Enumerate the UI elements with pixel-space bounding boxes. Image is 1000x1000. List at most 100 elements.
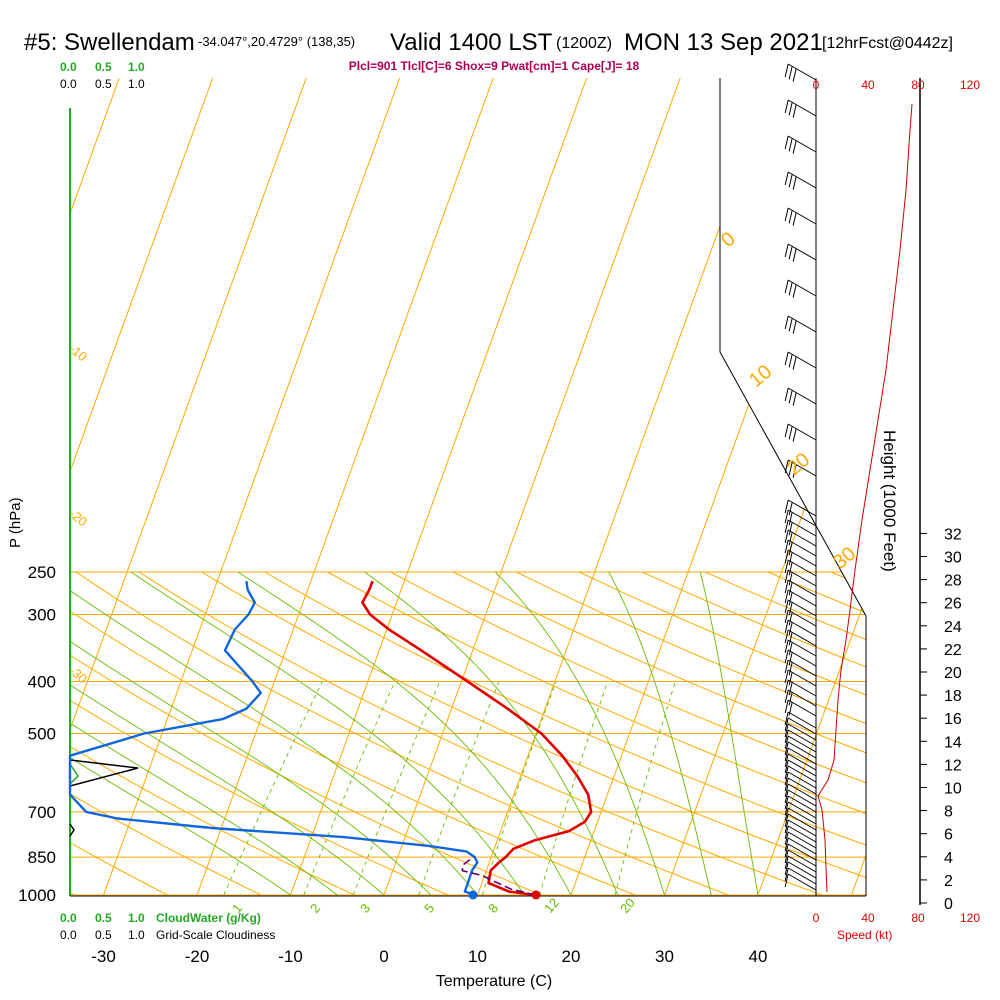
temperature-tick-label: 30 xyxy=(655,947,674,966)
height-tick-label: 20 xyxy=(944,665,962,682)
dry-adiabat-line xyxy=(138,571,823,896)
cloudiness-small-mark xyxy=(69,823,75,837)
wind-barb-feather xyxy=(788,462,793,476)
moist-adiabat-line xyxy=(70,571,478,896)
wind-barb-feather xyxy=(788,572,793,586)
wind-barb-shaft xyxy=(787,723,817,741)
wind-barb-shaft xyxy=(787,509,817,527)
dry-adiabat-line xyxy=(453,571,866,896)
wind-barb-feather xyxy=(784,135,789,150)
wind-barb-shaft xyxy=(787,789,817,807)
wind-barb-feather xyxy=(784,795,789,810)
isotherm-line xyxy=(70,78,214,896)
dry-adiabat-line xyxy=(578,571,866,896)
wind-barb-feather xyxy=(788,102,793,116)
mixing-ratio-line xyxy=(539,681,609,896)
dewpoint-line xyxy=(68,580,479,897)
wind-barb-feather xyxy=(784,819,789,834)
temperature-tick-label: 40 xyxy=(749,947,768,966)
wind-barb-shaft xyxy=(787,753,817,771)
wind-barb-feather xyxy=(784,849,789,864)
pressure-tick-label: 500 xyxy=(28,724,56,743)
wind-barb-feather xyxy=(792,68,797,82)
dry-adiabat-line xyxy=(70,571,542,896)
wind-barb-feather xyxy=(784,861,789,876)
wind-barb-shaft xyxy=(787,659,817,677)
wind-barb-shaft xyxy=(787,819,817,837)
wind-barb-feather xyxy=(788,582,793,596)
pressure-axis: 250 300 400 500 700 850 1000 xyxy=(18,563,56,905)
dry-adiabat-line xyxy=(70,571,168,896)
wind-barb-feather xyxy=(784,649,789,664)
wind-barb-feather xyxy=(784,723,789,738)
wind-barb-feather xyxy=(784,729,789,744)
svg-text:0.5: 0.5 xyxy=(95,928,112,942)
wind-barb-feather xyxy=(788,210,793,224)
wind-barb-feather xyxy=(784,759,789,774)
wind-barb-shaft xyxy=(787,559,817,577)
moist-adiabat-line xyxy=(70,571,291,896)
moist-adiabat-line xyxy=(237,571,572,896)
forecast-info: [12hrFcst@0442z] xyxy=(822,35,953,52)
temperature-tick-label: 0 xyxy=(379,947,388,966)
wind-barb-feather xyxy=(784,459,789,474)
svg-text:0.5: 0.5 xyxy=(95,77,112,91)
svg-text:Grid-Scale Cloudiness: Grid-Scale Cloudiness xyxy=(156,928,275,942)
svg-text:40: 40 xyxy=(861,911,875,925)
cloudwater-shape xyxy=(69,763,79,785)
wind-barb-feather xyxy=(788,522,793,536)
wind-barb-feather xyxy=(784,529,789,544)
wind-barb-shaft xyxy=(787,699,817,717)
wind-barb-feather xyxy=(788,592,793,606)
pressure-tick-label: 1000 xyxy=(18,886,56,905)
parcel-path-line xyxy=(461,856,536,896)
wind-barb-feather xyxy=(784,579,789,594)
surface-temperature-marker xyxy=(531,890,541,900)
wind-barb-feather xyxy=(784,499,789,514)
wind-barb-shaft xyxy=(787,171,817,189)
wind-barb-feather xyxy=(792,356,797,370)
grid-layer xyxy=(0,78,1000,896)
mixing-ratio-line xyxy=(481,681,557,896)
wind-barb-feather xyxy=(792,212,797,226)
wind-barb-shaft xyxy=(787,747,817,765)
coords-label: -34.047°,20.4729° (138,35) xyxy=(198,34,355,49)
dry-adiabat-line xyxy=(75,571,729,896)
moist-adiabat-line xyxy=(70,571,385,896)
height-tick-label: 18 xyxy=(944,688,962,705)
wind-barb-shaft xyxy=(787,831,817,849)
wind-barb-shaft xyxy=(787,717,817,735)
wind-barb-feather xyxy=(784,669,789,684)
temperature-tick-label: -20 xyxy=(185,947,210,966)
wind-barb-feather xyxy=(784,387,789,402)
wind-barb-feather xyxy=(788,390,793,404)
height-tick-label: 22 xyxy=(944,642,962,659)
utc-time: (1200Z) xyxy=(556,35,612,52)
wind-barb-feather xyxy=(784,777,789,792)
wind-barb-shaft xyxy=(787,735,817,753)
wind-barb-feather xyxy=(788,632,793,646)
height-tick-label: 32 xyxy=(944,526,962,543)
wind-barb-feather xyxy=(784,699,789,714)
cloudiness-scale-bottom: 0.0 0.5 1.0 Grid-Scale Cloudiness xyxy=(60,928,275,942)
wind-barb-shaft xyxy=(787,849,817,867)
isotherm-line xyxy=(0,78,26,895)
svg-text:120: 120 xyxy=(960,911,980,925)
wind-barb-feather xyxy=(784,753,789,768)
dry-adiabat-line xyxy=(957,572,1000,895)
speed-axis-title: Speed (kt) xyxy=(837,928,892,942)
wind-barb-feather xyxy=(788,138,793,152)
wind-barb-feather xyxy=(792,140,797,154)
svg-text:120: 120 xyxy=(960,78,980,92)
moist-adiabat-line xyxy=(608,571,712,896)
height-tick-label: 30 xyxy=(944,550,962,567)
svg-text:0.0: 0.0 xyxy=(60,911,77,925)
wind-barb-shaft xyxy=(787,569,817,587)
dry-adiabat-line xyxy=(70,571,636,896)
wind-barb-feather xyxy=(784,771,789,786)
wind-barb-feather xyxy=(784,801,789,816)
wind-barb-feather xyxy=(788,282,793,296)
dry-adiabat-line xyxy=(70,571,449,896)
wind-barb-shaft xyxy=(787,825,817,843)
